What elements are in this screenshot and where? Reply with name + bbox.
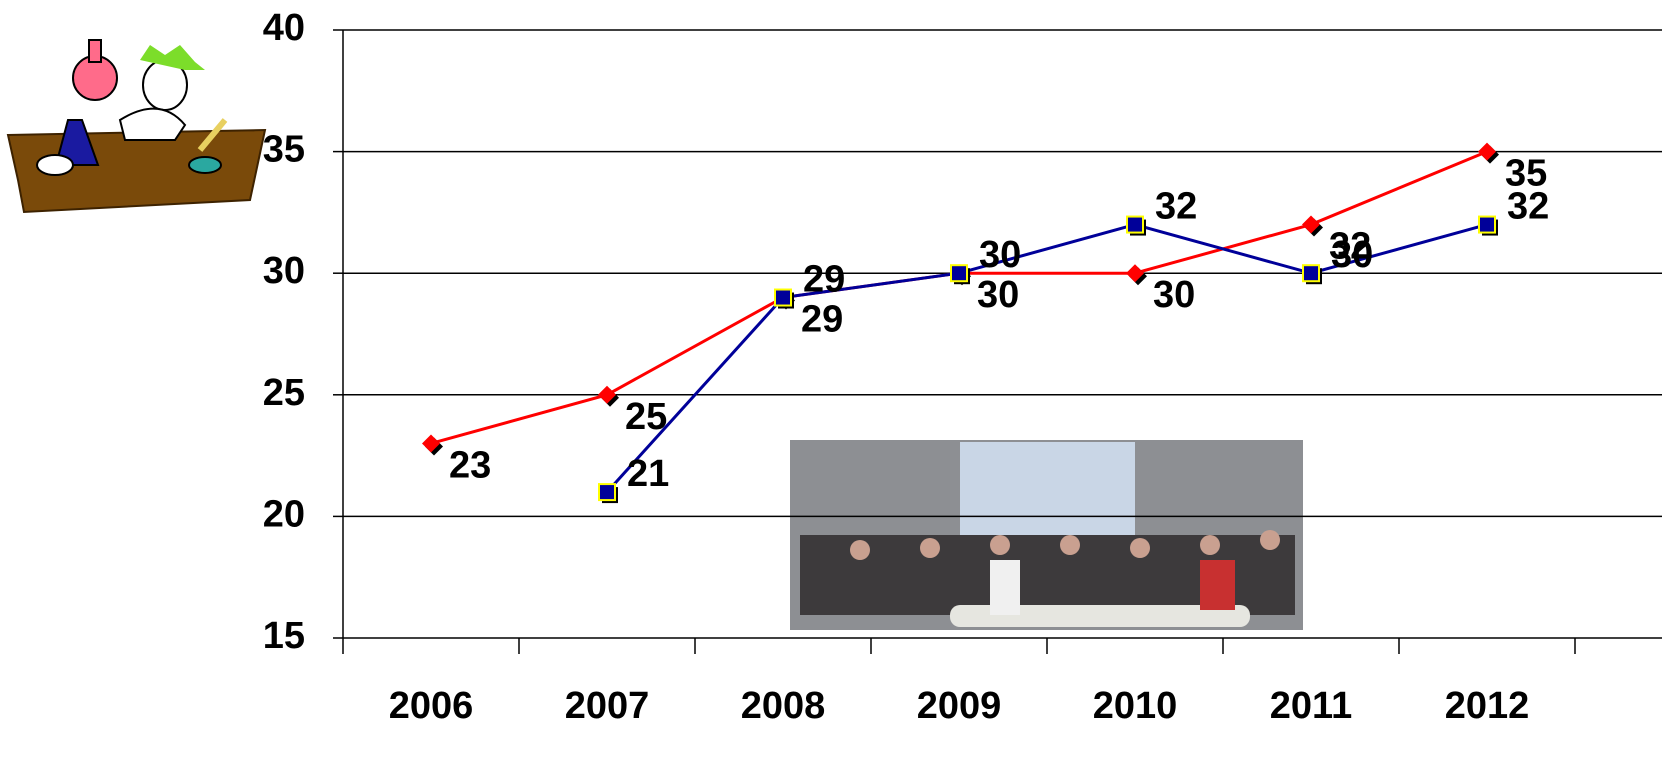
data-label: 30 [979, 234, 1021, 276]
y-tick-label: 25 [263, 372, 305, 414]
x-tick-label: 2007 [565, 685, 650, 727]
data-label: 30 [1153, 274, 1195, 316]
marker [1127, 217, 1143, 233]
y-tick-label: 15 [263, 615, 305, 657]
x-tick-label: 2008 [741, 685, 826, 727]
y-tick-label: 35 [263, 129, 305, 171]
marker [775, 290, 791, 306]
marker [599, 484, 615, 500]
x-tick-label: 2012 [1445, 685, 1530, 727]
data-label: 30 [1331, 234, 1373, 276]
data-label: 32 [1507, 186, 1549, 228]
data-label: 21 [627, 453, 669, 495]
chart: 15 20 25 30 35 40 2006 2007 2008 2009 2010 2011 2012… [0, 0, 1662, 772]
x-tick-label: 2011 [1270, 685, 1352, 727]
x-tick-label: 2006 [389, 685, 474, 727]
data-label: 25 [625, 396, 667, 438]
data-label: 29 [801, 299, 843, 341]
marker [1303, 265, 1319, 281]
y-tick-label: 20 [263, 493, 305, 535]
clipart [8, 40, 265, 212]
series-line [431, 152, 1487, 444]
x-tick-label: 2009 [917, 685, 1002, 727]
data-label: 32 [1155, 186, 1197, 228]
y-tick-label: 30 [263, 250, 305, 292]
data-label: 30 [977, 274, 1019, 316]
y-tick-label: 40 [263, 7, 305, 49]
data-label: 23 [449, 444, 491, 486]
marker [951, 265, 967, 281]
x-tick-label: 2010 [1093, 685, 1178, 727]
marker [1479, 217, 1495, 233]
data-label: 29 [803, 259, 845, 301]
photo [790, 440, 1303, 630]
